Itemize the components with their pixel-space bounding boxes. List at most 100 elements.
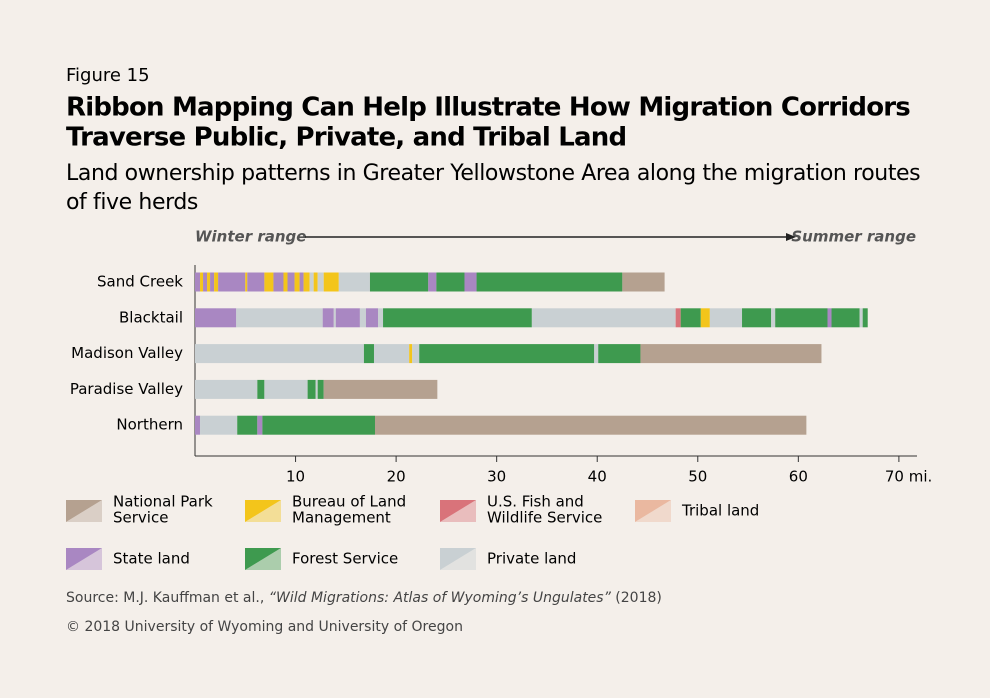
end-label: Summer range [791, 228, 916, 246]
ribbon-segment [207, 272, 211, 292]
ribbon-segment [317, 272, 324, 292]
legend-swatch [245, 500, 281, 522]
legend-swatch-light [635, 500, 671, 522]
x-tick-label: 40 [588, 468, 607, 486]
legend-label: Service [113, 509, 168, 527]
ribbon-segment [383, 308, 532, 328]
ribbon-segment [464, 272, 477, 292]
legend-swatch-light [245, 548, 281, 570]
x-tick-label: 50 [688, 468, 707, 486]
legend-label: Bureau of Land [292, 493, 406, 511]
ribbon-segment [257, 379, 265, 399]
source: Source: M.J. Kauffman et al., “Wild Migr… [66, 590, 662, 606]
ribbon-segment [419, 344, 595, 364]
ribbon-segment [323, 379, 438, 399]
ribbon-segment [309, 272, 314, 292]
ribbon-segment [210, 272, 215, 292]
ribbon-segment [771, 308, 776, 328]
ribbon-segment [317, 379, 324, 399]
ribbon-segment [195, 379, 258, 399]
legend-swatch [440, 548, 476, 570]
ribbon-segment [245, 272, 248, 292]
ribbon-segment [640, 344, 822, 364]
ribbon-segment [359, 308, 366, 328]
legend-swatch-light [66, 500, 102, 522]
ribbon-segment [262, 415, 375, 435]
ribbon-segment [476, 272, 623, 292]
ribbon-segment [313, 272, 318, 292]
legend-swatch-light [245, 500, 281, 522]
ribbon-segment [218, 272, 246, 292]
ribbon-segment [622, 272, 665, 292]
ribbon-segment [299, 272, 304, 292]
row-label: Madison Valley [71, 344, 183, 362]
ribbon-segment [409, 344, 413, 364]
ribbon-segment [531, 308, 676, 328]
ribbon-segment [709, 308, 743, 328]
legend-label: State land [113, 550, 190, 568]
copyright: © 2018 University of Wyoming and Univers… [66, 619, 463, 635]
ribbon-segment [775, 308, 828, 328]
ribbon-segment [831, 308, 860, 328]
ribbon-segment [200, 272, 204, 292]
source-prefix: Source: M.J. Kauffman et al., [66, 590, 264, 606]
ribbon-segment [257, 415, 263, 435]
ribbon-segment [236, 308, 323, 328]
ribbon-segment [335, 308, 360, 328]
ribbon-segment [378, 308, 384, 328]
ribbon-segment [428, 272, 437, 292]
legend-label: Private land [487, 550, 576, 568]
row-label: Sand Creek [97, 273, 183, 291]
legend-label: Wildlife Service [487, 509, 602, 527]
ribbon-segment [214, 272, 219, 292]
legend-label: U.S. Fish and [487, 493, 584, 511]
x-tick-label: 30 [487, 468, 506, 486]
legend-swatch-light [66, 548, 102, 570]
ribbon-segment [273, 272, 284, 292]
ribbon-segment [333, 308, 336, 328]
ribbon-segment [264, 379, 308, 399]
ribbon-segment [195, 344, 364, 364]
ribbon-segment [195, 272, 201, 292]
legend-label: Tribal land [681, 502, 759, 520]
legend-swatch [635, 500, 671, 522]
ribbon-segment [373, 344, 410, 364]
arrow-head [786, 233, 796, 241]
ribbon-segment [264, 272, 274, 292]
legend-label: National Park [113, 493, 213, 511]
ribbon-segment [195, 415, 201, 435]
ribbon-segment [859, 308, 863, 328]
ribbon-segment [680, 308, 701, 328]
subtitle-line: Land ownership patterns in Greater Yello… [66, 161, 920, 186]
legend-swatch-light [440, 548, 476, 570]
ribbon-segment [436, 272, 465, 292]
start-label: Winter range [195, 228, 306, 246]
source-work: “Wild Migrations: Atlas of Wyoming’s Ung… [269, 590, 612, 606]
ribbon-segment [237, 415, 258, 435]
legend-swatch [440, 500, 476, 522]
ribbon-segment [598, 344, 641, 364]
ribbon-segment [247, 272, 265, 292]
ribbon-segment [323, 272, 339, 292]
ribbon-segment [195, 308, 237, 328]
ribbon-segment [700, 308, 710, 328]
legend-swatch [245, 548, 281, 570]
subtitle-line: of five herds [66, 190, 198, 215]
x-tick-label: 10 [286, 468, 305, 486]
ribbon-segment [303, 272, 310, 292]
ribbon-segment [742, 308, 772, 328]
legend-label: Management [292, 509, 391, 527]
ribbon-segment [307, 379, 316, 399]
title-line: Ribbon Mapping Can Help Illustrate How M… [66, 93, 910, 123]
ribbon-segment [365, 308, 379, 328]
ribbon-segment [374, 415, 807, 435]
legend-swatch [66, 548, 102, 570]
ribbon-segment [315, 379, 318, 399]
title-line: Traverse Public, Private, and Tribal Lan… [66, 123, 626, 153]
x-tick-label: 70 mi. [885, 468, 932, 486]
figure-number: Figure 15 [66, 65, 150, 86]
ribbon-segment [294, 272, 300, 292]
row-label: Northern [116, 416, 183, 434]
ribbon-segment [412, 344, 420, 364]
